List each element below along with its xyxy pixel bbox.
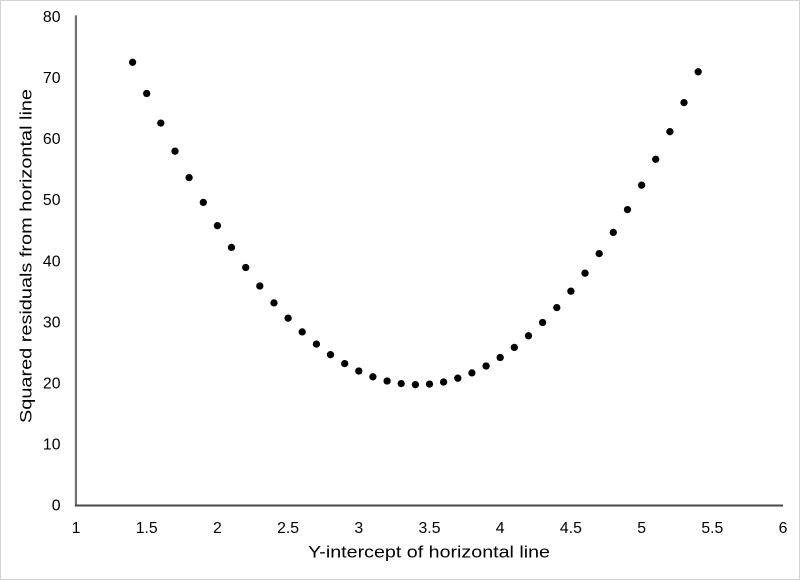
svg-text:4: 4 <box>496 520 505 537</box>
svg-text:3.5: 3.5 <box>419 520 441 537</box>
svg-text:Squared residuals from horizon: Squared residuals from horizontal line <box>17 89 36 423</box>
svg-text:5.5: 5.5 <box>701 520 723 537</box>
svg-text:2: 2 <box>213 520 222 537</box>
svg-text:10: 10 <box>43 437 61 454</box>
svg-text:5: 5 <box>637 520 646 537</box>
svg-text:1: 1 <box>72 520 81 537</box>
svg-text:40: 40 <box>43 253 61 270</box>
svg-text:60: 60 <box>43 131 61 148</box>
svg-text:30: 30 <box>43 314 61 331</box>
svg-text:70: 70 <box>43 70 61 87</box>
svg-text:3: 3 <box>354 520 363 537</box>
svg-text:20: 20 <box>43 375 61 392</box>
svg-text:6: 6 <box>779 520 788 537</box>
svg-text:0: 0 <box>52 498 61 515</box>
svg-text:50: 50 <box>43 192 61 209</box>
svg-text:2.5: 2.5 <box>277 520 299 537</box>
svg-text:Y-intercept of horizontal line: Y-intercept of horizontal line <box>308 543 550 562</box>
svg-text:4.5: 4.5 <box>560 520 582 537</box>
svg-text:80: 80 <box>43 9 61 26</box>
svg-text:1.5: 1.5 <box>136 520 158 537</box>
